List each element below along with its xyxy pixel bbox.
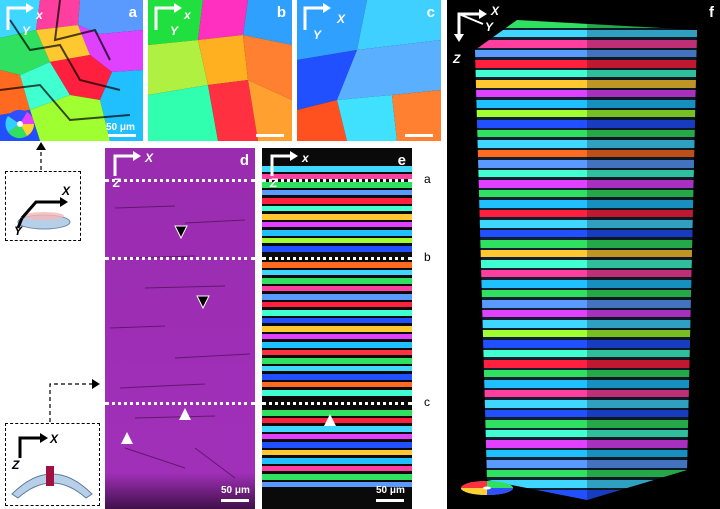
axes-e <box>270 151 298 176</box>
axis-x-label: x <box>184 8 191 22</box>
panel-a-grains <box>0 0 143 141</box>
schematic-axis-x: X <box>50 432 59 446</box>
axis-z-label: Z <box>453 52 461 66</box>
specimen-disc-icon <box>16 197 71 230</box>
plane-label-a: a <box>424 172 431 186</box>
scale-bar-label: 50 μm <box>221 485 250 496</box>
schematic-axis-y: Y <box>14 224 23 238</box>
axis-x-label: X <box>491 4 500 18</box>
axis-x-label: X <box>145 151 154 165</box>
panel-e-ebsd-cross-section: x Z e 50 μm <box>262 148 412 509</box>
panel-c-grains <box>297 0 441 141</box>
panel-f-3d-reconstruction: X Y Z f <box>447 0 720 509</box>
panel-label-a: a <box>128 4 137 21</box>
panel-a-ebsd-map: x Y a 50 μm <box>0 0 143 141</box>
panel-d-optical-cross-section: X Z d 50 μm <box>105 148 255 509</box>
panel-label-c: c <box>426 4 435 21</box>
panel-label-f: f <box>709 4 714 21</box>
axis-x-label: x <box>302 151 309 165</box>
panel-e-layers <box>262 148 412 509</box>
panel-c-ebsd-map: X Y c <box>297 0 441 141</box>
plane-label-b: b <box>424 250 431 264</box>
panel-d-image <box>105 148 255 509</box>
schematic-axis-x: X <box>62 184 71 198</box>
plane-line-c <box>262 402 412 405</box>
scale-bar <box>108 134 136 137</box>
schematic-top-inset: X Y <box>5 171 81 241</box>
scale-bar-label: 50 μm <box>106 122 135 133</box>
plane-line-a <box>262 179 412 182</box>
plane-line-b <box>262 257 412 260</box>
schematic-axis-z: Z <box>12 458 20 472</box>
axes-a <box>6 3 34 30</box>
plane-label-c: c <box>424 395 430 409</box>
axes-d <box>113 151 141 176</box>
scale-bar <box>376 499 404 502</box>
axes-b <box>154 3 182 30</box>
panel-b-ebsd-map: x Y b <box>148 0 292 141</box>
axis-x-label: X <box>337 12 346 26</box>
panel-b-grains <box>148 0 292 141</box>
panel-label-e: e <box>397 152 406 169</box>
axis-y-label: Y <box>170 24 179 38</box>
axis-y-label: Y <box>485 20 494 34</box>
plane-line-b <box>105 257 255 260</box>
scale-bar-label: 50 μm <box>376 485 405 496</box>
axis-x-label: x <box>36 8 43 22</box>
panel-label-b: b <box>276 4 286 21</box>
plane-line-c <box>105 402 255 405</box>
specimen-arch-icon <box>11 433 93 499</box>
axis-y-label: Y <box>313 28 322 42</box>
plane-line-a <box>105 179 255 182</box>
axis-y-label: Y <box>22 24 31 38</box>
panel-f-volume <box>454 9 697 500</box>
color-wheel-icon <box>5 109 34 139</box>
scale-bar <box>256 134 284 137</box>
panel-label-d: d <box>239 152 249 169</box>
scale-bar <box>221 499 249 502</box>
axis-z-label: Z <box>270 176 278 190</box>
axis-z-label: Z <box>113 176 121 190</box>
scale-bar <box>405 134 433 137</box>
schematic-bottom-inset: X Z <box>5 423 100 506</box>
axes-c <box>303 3 331 30</box>
